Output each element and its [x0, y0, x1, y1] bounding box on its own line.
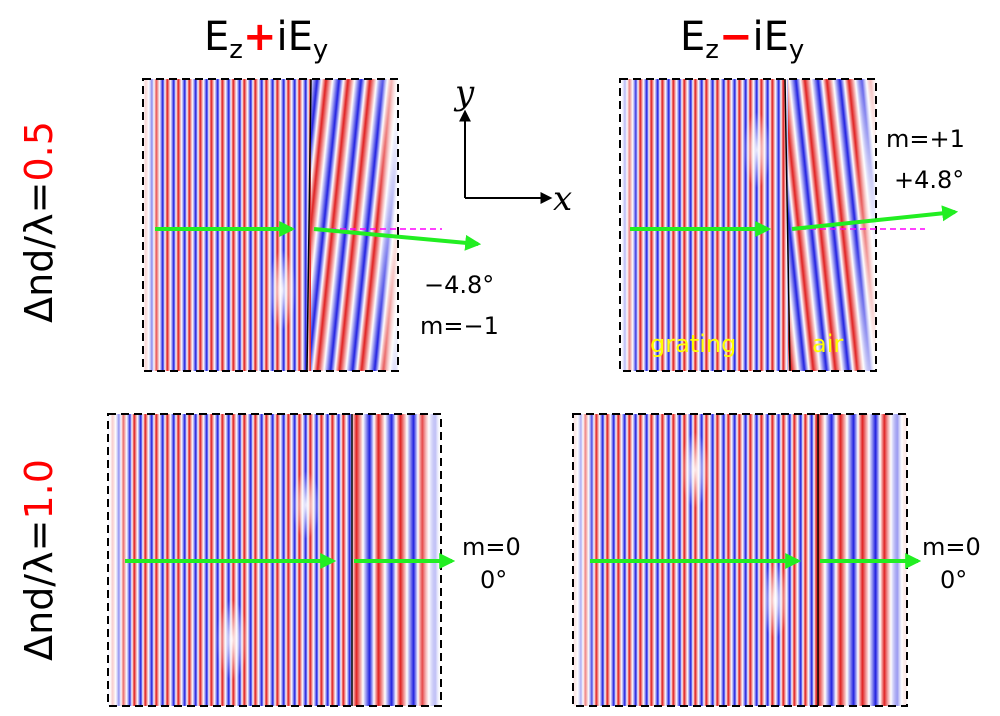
x-axis-label: x — [553, 179, 572, 219]
interface-line — [306, 78, 312, 372]
diffracted-arrow — [791, 205, 959, 231]
angle-label: −4.8° — [424, 271, 494, 299]
axes-indicator: y x — [453, 73, 572, 219]
order-label: m=+1 — [886, 125, 965, 153]
panel-top-right: m=+1 +4.8° grating air — [619, 78, 965, 372]
air-region-label: air — [812, 330, 843, 358]
svg-text:Δnd/λ=1.0: Δnd/λ=1.0 — [17, 459, 61, 661]
panel-border — [619, 78, 877, 372]
order-label: m=0 — [462, 533, 521, 561]
interface-line — [784, 78, 791, 372]
column-header-right: Ez−iEy — [680, 14, 804, 65]
svg-text:Ez−iEy: Ez−iEy — [680, 14, 804, 65]
panel-bottom-right: m=0 0° — [572, 413, 981, 707]
angle-label: 0° — [940, 566, 967, 594]
panel-bottom-left: m=0 0° — [107, 413, 521, 707]
panel-top-left: −4.8° m=−1 — [142, 78, 499, 372]
angle-label: +4.8° — [894, 166, 964, 194]
row-label-bottom: Δnd/λ=1.0 — [17, 459, 61, 661]
column-header-left: Ez+iEy — [204, 14, 328, 65]
svg-text:Ez+iEy: Ez+iEy — [204, 14, 328, 65]
order-label: m=−1 — [420, 312, 499, 340]
grating-region-label: grating — [650, 330, 736, 358]
row-label-top: Δnd/λ=0.5 — [17, 121, 61, 323]
order-label: m=0 — [922, 533, 981, 561]
panel-border — [572, 413, 908, 707]
angle-label: 0° — [480, 566, 507, 594]
diffracted-arrow — [313, 227, 482, 251]
y-axis-label: y — [453, 73, 475, 113]
svg-text:Δnd/λ=0.5: Δnd/λ=0.5 — [17, 121, 61, 323]
